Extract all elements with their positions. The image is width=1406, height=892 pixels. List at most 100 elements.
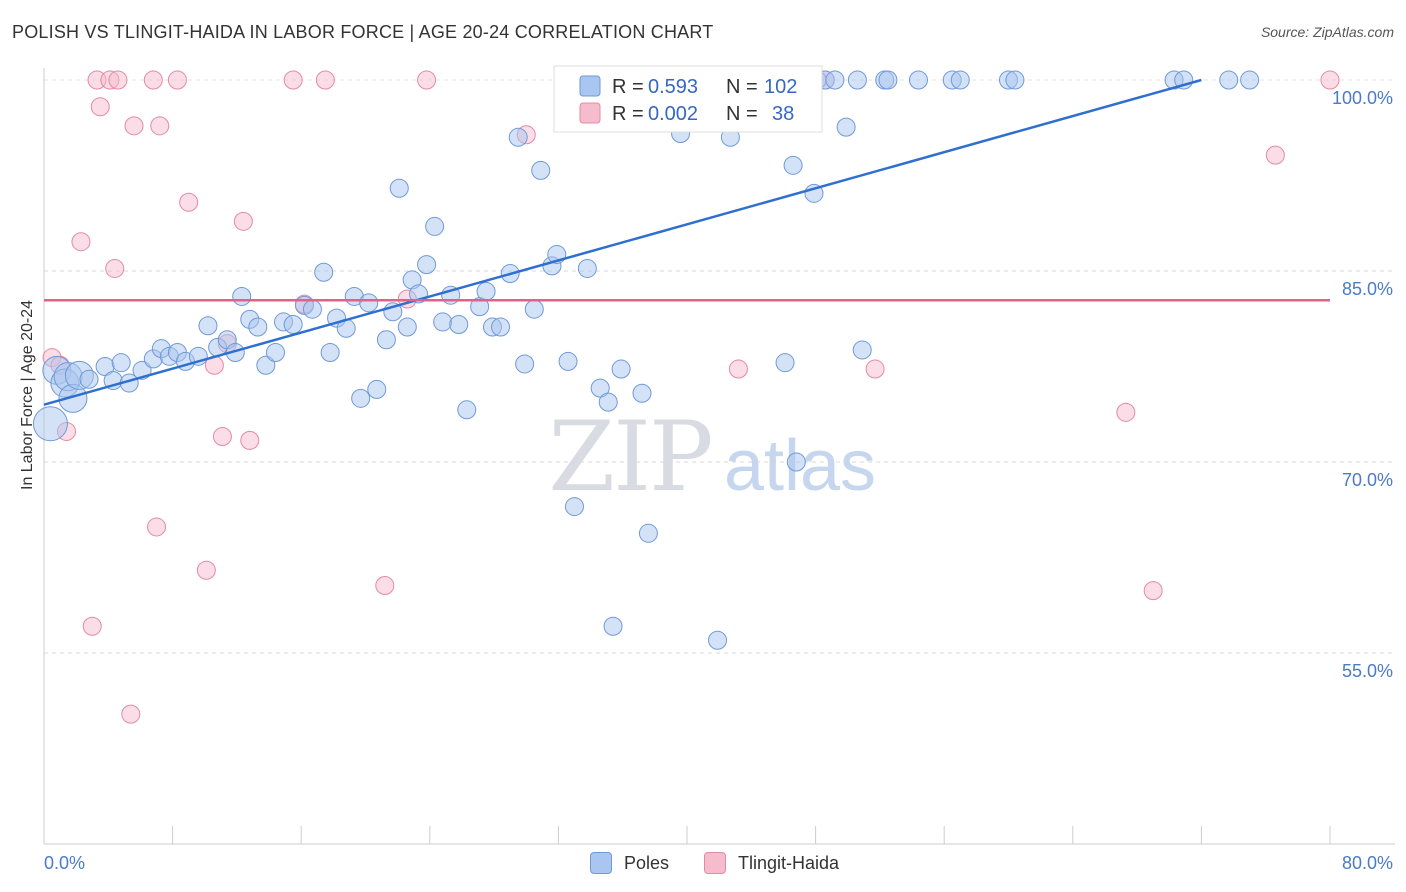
poles-trend-line <box>43 78 1202 406</box>
tlingit-haida-point-15 <box>167 70 187 90</box>
tlingit-haida-point-37 <box>1320 70 1340 90</box>
poles-point-59 <box>531 160 551 180</box>
x-tick-label-max: 80.0% <box>1342 853 1393 873</box>
poles-point-24 <box>248 317 268 337</box>
poles-point-87 <box>825 70 845 90</box>
tlingit-haida-point-34 <box>1116 402 1136 422</box>
tlingit-haida-point-35 <box>1143 581 1163 601</box>
poles-point-42 <box>397 317 417 337</box>
poles-point-71 <box>632 383 652 403</box>
poles-point-88 <box>836 117 856 137</box>
poles-point-72 <box>638 523 658 543</box>
poles-point-38 <box>367 379 387 399</box>
tlingit-haida-point-16 <box>179 192 199 212</box>
poles-point-83 <box>786 452 806 472</box>
poles-point-92 <box>878 70 898 90</box>
y-tick-label-70: 70.0% <box>1342 470 1393 490</box>
stats-legend: R = 0.593 N = 102 R = 0.002 N = 38 <box>553 65 823 133</box>
tlingit-haida-point-8 <box>105 258 125 278</box>
y-tick-label-85: 85.0% <box>1342 279 1393 299</box>
axes <box>43 68 1395 845</box>
poles-point-36 <box>351 388 371 408</box>
poles-point-62 <box>558 351 578 371</box>
poles-point-47 <box>433 312 453 332</box>
poles-point-9 <box>111 353 131 373</box>
stats-legend-n-value-poles: 102 <box>764 76 797 98</box>
trend-lines <box>43 78 1330 406</box>
y-tick-labels: 55.0% 70.0% 85.0% 100.0% <box>1332 88 1393 681</box>
poles-point-58 <box>524 299 544 319</box>
stats-legend-swatch-tlingit-haida <box>579 102 601 124</box>
legend-label-poles: Poles <box>624 852 670 873</box>
tlingit-haida-point-13 <box>147 517 167 537</box>
poles-point-89 <box>847 70 867 90</box>
tlingit-haida-point-33 <box>865 359 885 379</box>
tlingit-haida-point-10 <box>121 704 141 724</box>
series-legend: Poles Tlingit-Haida <box>0 852 1406 878</box>
tlingit-haida-point-11 <box>124 116 144 136</box>
watermark-zip: ZIP <box>548 401 711 513</box>
tlingit-haida-point-30 <box>728 359 748 379</box>
tlingit-haida-point-19 <box>212 427 232 447</box>
stats-legend-r-label-poles: R = <box>612 76 644 98</box>
tlingit-haida-point-23 <box>283 70 303 90</box>
y-tick-label-55: 55.0% <box>1342 661 1393 681</box>
poles-point-100 <box>1219 70 1239 90</box>
poles-point-45 <box>417 255 437 275</box>
stats-legend-n-label-tlingit-haida: N = <box>726 103 758 125</box>
chart-title: POLISH VS TLINGIT-HAIDA IN LABOR FORCE |… <box>12 22 714 42</box>
poles-point-37 <box>359 293 379 313</box>
poles-point-18 <box>198 316 218 336</box>
poles-point-46 <box>425 216 445 236</box>
poles-point-68 <box>603 616 623 636</box>
poles-point-25 <box>256 355 276 375</box>
stats-legend-swatch-poles <box>579 75 601 97</box>
poles-point-50 <box>457 400 477 420</box>
poles-point-39 <box>376 330 396 350</box>
legend-label-tlingit-haida: Tlingit-Haida <box>738 852 840 873</box>
gridlines <box>44 79 1395 654</box>
tlingit-haida-point-12 <box>143 70 163 90</box>
poles-point-76 <box>708 630 728 650</box>
tlingit-haida-point-26 <box>375 576 395 596</box>
stats-legend-r-value-poles: 0.593 <box>648 76 698 98</box>
poles-point-30 <box>302 299 322 319</box>
tlingit-haida-point-28 <box>417 70 437 90</box>
poles-point-81 <box>775 353 795 373</box>
poles-point-95 <box>950 70 970 90</box>
poles-point-56 <box>508 127 528 147</box>
poles-point-0 <box>32 406 68 442</box>
poles-point-67 <box>598 392 618 412</box>
poles-point-22 <box>232 286 252 306</box>
poles-point-52 <box>476 281 496 301</box>
legend-item-tlingit-haida: Tlingit-Haida <box>704 852 839 874</box>
poles-point-41 <box>389 178 409 198</box>
poles-point-6 <box>79 369 99 389</box>
legend-swatch-tlingit-haida <box>704 852 726 874</box>
stats-legend-r-label-tlingit-haida: R = <box>612 103 644 125</box>
poles-point-63 <box>564 497 584 517</box>
y-tick-label-100: 100.0% <box>1332 88 1393 108</box>
tlingit-haida-point-25 <box>315 70 335 90</box>
tlingit-haida-point-3 <box>71 232 91 252</box>
series-tlingit-haida-points <box>42 70 1340 724</box>
poles-point-64 <box>577 258 597 278</box>
poles-point-69 <box>611 359 631 379</box>
tlingit-haida-point-14 <box>150 116 170 136</box>
poles-point-28 <box>283 314 303 334</box>
tlingit-haida-point-4 <box>82 616 102 636</box>
tlingit-haida-point-22 <box>240 430 260 450</box>
poles-point-31 <box>314 262 334 282</box>
poles-point-93 <box>908 70 928 90</box>
poles-point-54 <box>491 317 511 337</box>
poles-point-49 <box>449 314 469 334</box>
legend-swatch-poles <box>590 852 612 874</box>
stats-legend-n-value-tlingit-haida: 38 <box>772 103 794 125</box>
poles-point-26 <box>265 342 285 362</box>
chart-source: Source: ZipAtlas.com <box>1260 24 1394 40</box>
poles-point-82 <box>783 155 803 175</box>
stats-legend-n-label-poles: N = <box>726 76 758 98</box>
legend-item-poles: Poles <box>590 852 669 874</box>
tlingit-haida-point-36 <box>1265 145 1285 165</box>
